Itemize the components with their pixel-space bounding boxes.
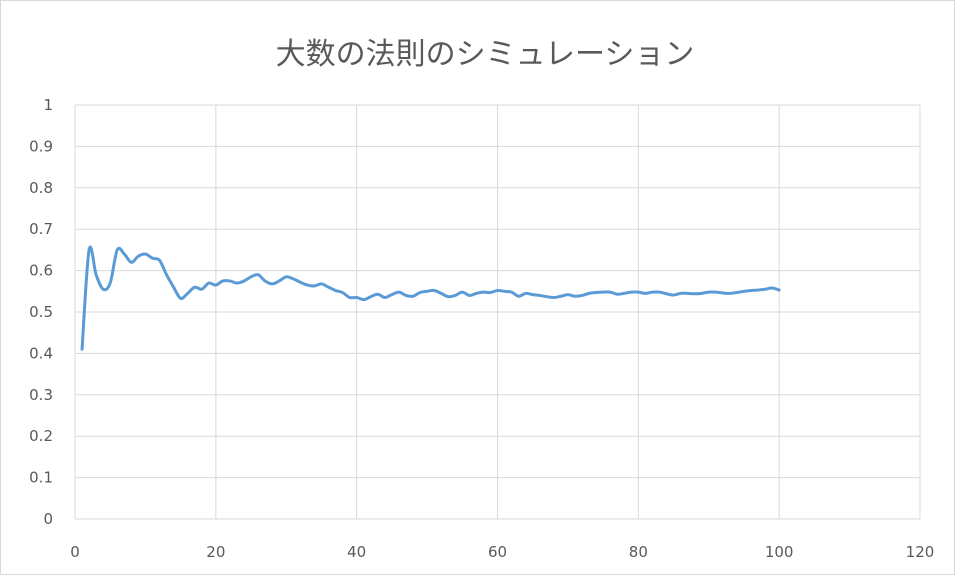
- y-tick-label: 0.9: [29, 137, 53, 155]
- y-tick-label: 1: [43, 96, 53, 114]
- y-tick-label: 0.6: [29, 262, 53, 280]
- x-tick-label: 40: [347, 543, 366, 561]
- y-tick-label: 0.8: [29, 179, 53, 197]
- series-line: [80, 245, 781, 351]
- y-tick-label: 0.5: [29, 303, 53, 321]
- y-tick-label: 0.1: [29, 469, 53, 487]
- y-tick-label: 0.7: [29, 220, 53, 238]
- x-tick-label: 100: [765, 543, 794, 561]
- y-tick-label: 0.3: [29, 386, 53, 404]
- y-tick-label: 0: [43, 510, 53, 528]
- x-tick-label: 60: [488, 543, 507, 561]
- tick-layer: 0 0.1 0.2 0.3 0.4 0.5 0.6 0.7 0.8 0.9 1 0 20 40 60 80 10…: [29, 96, 934, 561]
- series-layer: [80, 245, 781, 351]
- y-tick-label: 0.4: [29, 344, 53, 362]
- x-tick-label: 20: [206, 543, 225, 561]
- grid-layer: [74, 104, 921, 520]
- chart-title: 大数の法則のシミュレーション: [276, 37, 695, 72]
- x-tick-label: 80: [629, 543, 648, 561]
- y-tick-label: 0.2: [29, 427, 53, 445]
- x-tick-label: 120: [906, 543, 935, 561]
- x-tick-label: 0: [70, 543, 80, 561]
